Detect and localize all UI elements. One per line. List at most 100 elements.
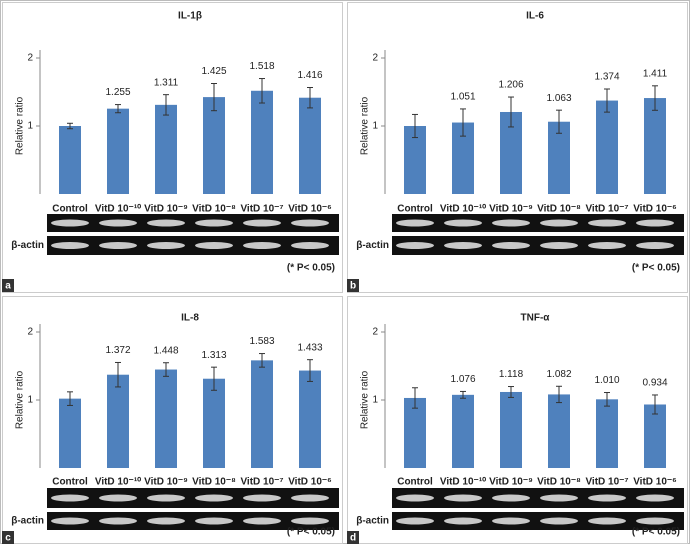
x-tick-label: VitD 10⁻⁷ xyxy=(240,204,283,215)
gel-actin xyxy=(47,236,339,255)
gel-label: β-actin xyxy=(356,240,389,251)
gel-band xyxy=(540,242,578,249)
gel-band xyxy=(540,494,578,502)
gel-actin xyxy=(392,512,684,530)
y-axis-label: Relative ratio xyxy=(15,96,26,155)
gel-band xyxy=(444,494,482,502)
panel-frame xyxy=(2,2,343,293)
gel-band xyxy=(636,242,674,249)
gel-target xyxy=(392,214,684,232)
x-tick-label: VitD 10⁻¹⁰ xyxy=(440,477,486,488)
panel-letter-box xyxy=(347,531,359,544)
value-label: 1.374 xyxy=(594,72,619,83)
bar xyxy=(500,111,522,194)
gel-band xyxy=(147,494,185,502)
bar xyxy=(548,394,570,468)
note: (* P< 0.05) xyxy=(632,527,680,538)
panel-letter-box xyxy=(2,279,14,292)
gel-band xyxy=(195,242,233,249)
gel-band xyxy=(396,517,434,525)
x-tick-label: VitD 10⁻⁸ xyxy=(537,477,581,488)
value-label: 1.063 xyxy=(546,93,571,104)
bar xyxy=(155,104,177,194)
gel-band xyxy=(51,242,89,249)
gel-band xyxy=(444,242,482,249)
gel-band xyxy=(195,219,233,227)
panel-letter-box xyxy=(2,531,14,544)
x-tick-label: VitD 10⁻⁶ xyxy=(288,204,332,215)
gel-band xyxy=(147,517,185,525)
chart-title: IL-8 xyxy=(181,313,199,324)
bar xyxy=(644,404,666,468)
value-label: 1.416 xyxy=(297,70,322,81)
gel-target xyxy=(392,488,684,508)
value-label: 1.082 xyxy=(546,369,571,380)
gel-band xyxy=(492,494,530,502)
gel-label: β-actin xyxy=(11,240,44,251)
bar xyxy=(644,98,666,194)
gel-band xyxy=(291,242,329,249)
panel-frame xyxy=(347,2,688,293)
gel-actin xyxy=(392,236,684,255)
gel-band xyxy=(588,219,626,227)
gel-band xyxy=(243,242,281,249)
x-tick-label: Control xyxy=(397,477,433,488)
note: (* P< 0.05) xyxy=(287,527,335,538)
gel-band xyxy=(147,219,185,227)
gel-band xyxy=(51,494,89,502)
bar xyxy=(452,122,474,194)
bar xyxy=(251,90,273,194)
x-tick-label: VitD 10⁻⁹ xyxy=(489,477,533,488)
x-tick-label: VitD 10⁻⁷ xyxy=(240,477,283,488)
value-label: 1.010 xyxy=(594,375,619,386)
gel-band xyxy=(588,517,626,525)
bar xyxy=(452,394,474,468)
x-tick-label: Control xyxy=(52,204,88,215)
panel-letter-box xyxy=(347,279,359,292)
bar xyxy=(596,100,618,194)
bar xyxy=(404,126,426,194)
gel-band xyxy=(243,219,281,227)
x-tick-label: VitD 10⁻¹⁰ xyxy=(95,204,141,215)
value-label: 1.518 xyxy=(249,61,274,72)
gel-band xyxy=(588,242,626,249)
value-label: 1.051 xyxy=(450,92,475,103)
gel-band xyxy=(99,219,137,227)
bar xyxy=(548,121,570,194)
y-axis-label: Relative ratio xyxy=(15,370,26,429)
chart-title: IL-1β xyxy=(178,11,202,22)
value-label: 1.372 xyxy=(105,345,130,356)
x-tick-label: VitD 10⁻⁶ xyxy=(633,477,677,488)
gel-band xyxy=(492,517,530,525)
gel-band xyxy=(243,494,281,502)
bar xyxy=(299,370,321,468)
value-label: 1.076 xyxy=(450,374,475,385)
x-tick-label: VitD 10⁻⁶ xyxy=(288,477,332,488)
gel-band xyxy=(540,517,578,525)
bar xyxy=(596,399,618,468)
y-axis-label: Relative ratio xyxy=(360,370,371,429)
panel-letter: d xyxy=(350,533,356,544)
gel-band xyxy=(492,219,530,227)
note: (* P< 0.05) xyxy=(287,263,335,274)
value-label: 1.425 xyxy=(201,66,226,77)
value-label: 1.255 xyxy=(105,87,130,98)
y-axis-label: Relative ratio xyxy=(360,96,371,155)
y-tick-label: 1 xyxy=(372,121,378,132)
chart-title: TNF-α xyxy=(521,313,551,324)
x-tick-label: VitD 10⁻⁷ xyxy=(585,477,628,488)
x-tick-label: VitD 10⁻⁶ xyxy=(633,204,677,215)
gel-band xyxy=(291,517,329,525)
gel-band xyxy=(147,242,185,249)
gel-band xyxy=(51,219,89,227)
value-label: 1.311 xyxy=(154,77,179,88)
value-label: 1.448 xyxy=(153,345,178,356)
value-label: 1.433 xyxy=(297,342,322,353)
gel-band xyxy=(99,494,137,502)
panel-letter: c xyxy=(5,533,11,544)
gel-actin xyxy=(47,512,339,530)
bar xyxy=(107,374,129,468)
gel-target xyxy=(47,488,339,508)
value-label: 1.118 xyxy=(499,369,524,380)
